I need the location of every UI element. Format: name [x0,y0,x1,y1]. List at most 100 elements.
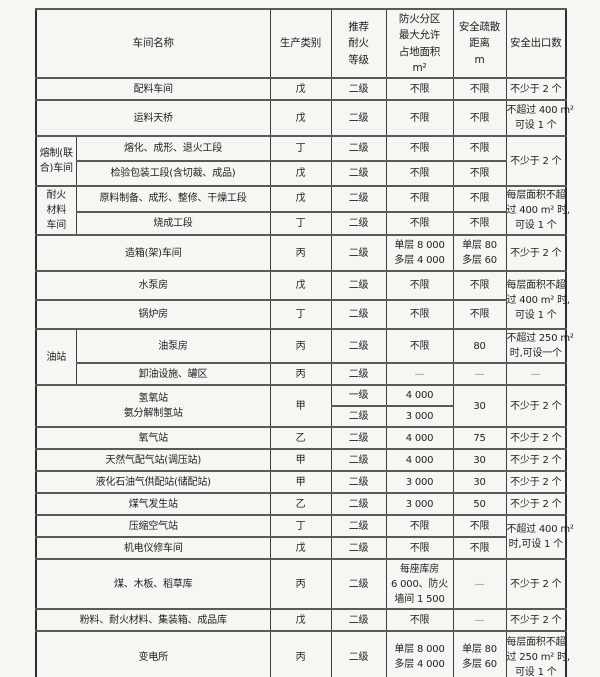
production-category-cell: 甲 [269,384,332,429]
table-row: 耐火 材料 车间 原料制备、成形、整修、干燥工段戊二级 不限 不限 每层面积不超过 400 … [35,185,570,237]
cell-text-line: — [414,368,425,380]
cell-text-line: m² [412,61,427,74]
cell-text-line: 戊 [295,193,306,205]
cell-text-line: 合)车间 [39,163,73,175]
production-category-cell: 戊 [269,608,332,633]
cell-text-line: 戊 [295,280,306,292]
cell-text-line: 不限 [409,193,430,205]
cell-text-line: 运料天桥 [133,112,173,124]
fire-resistance-grade-cell: 二级 [330,77,387,102]
cell-text-line: 可设 1 个 [515,666,557,677]
production-category-cell: 丙 [269,558,332,611]
fire-resistance-grade-cell: 二级 [330,185,387,213]
exit-count-cell: 每层面积不超过 250 m² 时, 可设 1 个 [505,630,570,677]
group-label-cell: 运料天桥 [35,99,271,138]
cell-text-line: 耐火 [348,37,369,50]
workshop-name-cell: 检验包装工段(含切裁、成品) [75,160,271,188]
cell-text-line: 可设 1 个 [515,120,557,132]
production-category-cell: 戊 [269,536,332,561]
exit-count-cell: 不超过 250 m² 时,可设一个 [505,328,574,365]
fire-resistance-grade-cell: 二级 [330,160,387,188]
cell-text-line: 检验包装工段(含切裁、成品) [110,168,236,180]
exit-count-cell: 不少于 2 个 [505,77,567,102]
evacuation-distance-cell: 不限 [452,536,507,561]
fire-resistance-grade-cell: 二级 [330,608,387,633]
group-label-cell: 粉料、耐火材料、集装箱、成品库 [35,608,271,633]
evacuation-distance-cell: — [452,362,507,387]
production-category-cell: 戊 [269,185,332,213]
cell-text-line: 丁 [295,520,306,532]
cell-text-line: 每层面积不超 [506,636,566,648]
exit-count-cell: 不少于 2 个 [505,135,567,188]
fire-resistance-grade-cell: 二级 [330,558,387,611]
production-category-cell: 甲 [269,470,332,495]
evacuation-distance-cell: — [452,608,507,633]
cell-text-line: 机电仪修车间 [123,542,183,554]
cell-text-line: 不少于 2 个 [510,247,562,259]
cell-text-line: 一级 [348,390,369,402]
cell-text-line: 每层面积不超 [506,279,566,291]
fire-resistance-grade-cell: 二级 [330,405,387,429]
table-row: 煤气发生站 乙 二级 3 000 50 不少于 2 个 [35,492,567,517]
max-fire-area-cell: 3 000 [385,470,454,495]
cell-text-line: 二级 [348,411,369,423]
group-label-cell: 煤、木板、稻草库 [35,558,271,611]
cell-text-line: 耐火 [46,190,67,202]
cell-text-line: 氨分解制氢站 [123,408,183,420]
cell-text-line: 油站 [46,351,67,363]
cell-text-line: 3 000 [405,411,434,423]
fire-resistance-grade-cell: 二级 [330,299,387,331]
cell-text-line: 3 000 [405,476,434,488]
evacuation-distance-cell: 不限 [452,135,507,163]
table-row: 配料车间 戊 二级 不限 不限 不少于 2 个 [35,77,567,102]
group-label-cell: 煤气发生站 [35,492,271,517]
table-row: 水泵房戊二级 不限 不限 每层面积不超过 400 m² 时, 可设 1 个 [35,270,570,331]
max-fire-area-cell: 不限 [385,299,454,331]
cell-text-line: 丙 [295,578,306,590]
table-header: 车间名称 生产类别 推荐 耐火 等级 防火分区 最大允许 占地面积 m² 安全疏散 距离 m 安全出口数 [35,7,567,80]
max-fire-area-cell: 不限 [385,185,454,213]
workshop-name-cell: 熔化、成形、退火工段 [75,135,271,163]
cell-text-line: 材料 [46,205,67,217]
cell-text-line: 二级 [348,520,369,532]
table-row: 粉料、耐火材料、集装箱、成品库 戊 二级 不限 — 不少于 2 个 [35,608,567,633]
cell-text-line: 多层 60 [462,255,497,267]
cell-text-line: 油泵房 [158,340,188,352]
cell-text-line: 造箱(架)车间 [125,247,182,259]
exit-count-cell: 不超过 400 m² 可设 1 个 [505,99,574,138]
cell-text-line: 75 [473,432,486,444]
table-row: 机电仪修车间 戊 二级 不限 不限 [35,536,566,561]
evacuation-distance-cell: 不限 [452,77,507,102]
cell-text-line: 不限 [409,83,430,95]
production-category-cell: 戊 [269,77,332,102]
table-body: 配料车间戊二级 不限 不限 不少于 2 个运料天桥戊二级 不限 不限 不超过 400 m² 可… [35,77,574,677]
fire-resistance-grade-cell: 二级 [330,426,387,451]
cell-text-line: 不限 [469,83,490,95]
cell-text-line: 单层 8 000 [394,644,445,656]
cell-text-line: 不少于 2 个 [510,400,562,412]
table-row: 烧成工段 丁 二级 不限 不限 [36,210,566,237]
exit-count-cell: 不超过 400 m² 时,可设 1 个 [505,514,574,561]
cell-text-line: 二级 [348,247,369,259]
cell-text-line: 熔制(联 [39,148,73,160]
evacuation-distance-cell: 不限 [452,210,507,237]
cell-text-line: 丙 [295,651,306,663]
cell-text-line: — [530,368,541,380]
cell-text-line: 变电所 [138,651,169,663]
cell-text-line: 单层 8 000 [394,240,445,252]
cell-text-line: — [474,368,485,380]
table-row: 氧气站 乙 二级 4 000 75 不少于 2 个 [35,426,567,451]
group-label-cell: 压缩空气站 [35,514,271,539]
cell-text-line: 不限 [469,143,490,155]
max-fire-area-cell: 单层 8 000 多层 4 000 [385,234,454,273]
workshop-name-cell: 卸油设施、罐区 [75,362,271,387]
fire-resistance-grade-cell: 二级 [330,362,387,387]
table-row: 运料天桥 戊 二级 不限 不限 不超过 400 m² 可设 1 个 [35,99,574,138]
cell-text-line: 二级 [348,368,369,380]
group-label-cell: 熔制(联合)车间 [35,135,77,188]
cell-text-line: 4 000 [405,390,434,402]
evacuation-distance-cell: 不限 [452,299,507,331]
cell-text-line: 不少于 2 个 [510,83,562,95]
evacuation-distance-cell: 30 [452,384,507,429]
